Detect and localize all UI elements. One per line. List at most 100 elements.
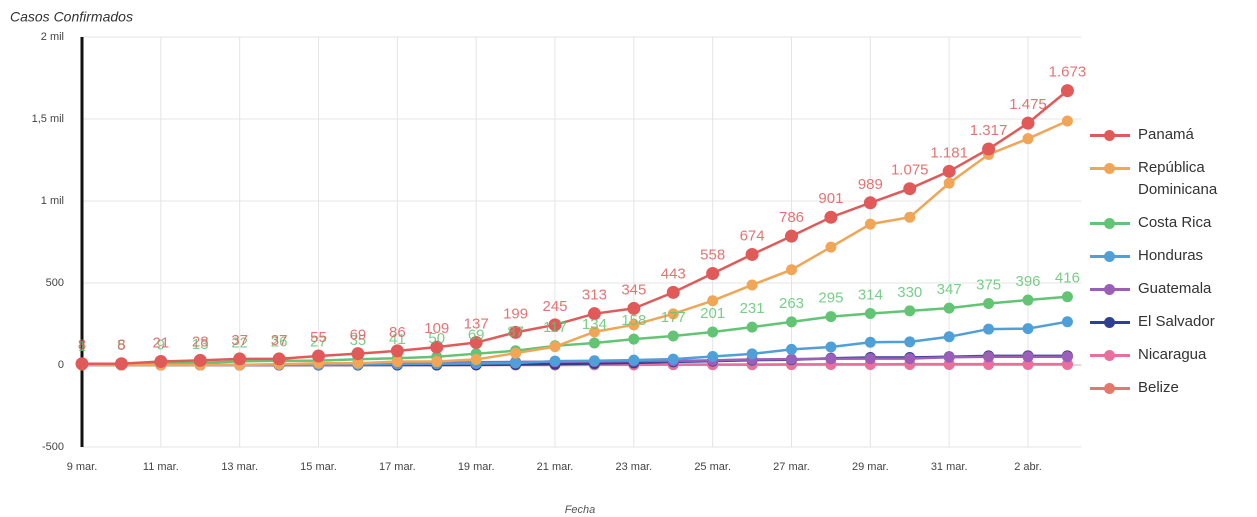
x-axis-label: Fecha bbox=[565, 504, 596, 516]
data-point bbox=[983, 298, 995, 309]
legend-label: República Dominicana bbox=[1138, 159, 1218, 198]
x-tick-label: 15 mar. bbox=[300, 461, 337, 473]
data-label: 35 bbox=[350, 332, 367, 349]
data-label: 443 bbox=[661, 265, 686, 282]
data-point bbox=[786, 316, 797, 328]
data-label: 28 bbox=[192, 333, 209, 350]
data-label: 21 bbox=[152, 335, 169, 352]
data-label: 1.475 bbox=[1009, 96, 1047, 113]
data-label: 313 bbox=[582, 287, 607, 304]
legend-label: El Salvador bbox=[1138, 313, 1215, 330]
x-tick-label: 13 mar. bbox=[221, 461, 258, 473]
data-point bbox=[903, 182, 917, 196]
legend-marker bbox=[1104, 317, 1115, 328]
series-layer: 1 5 9 13 22 26 27 35 41 50 69 87 117 134 158 177 201 231 2… bbox=[75, 64, 1087, 371]
legend-swatch bbox=[1090, 284, 1130, 295]
data-point bbox=[667, 353, 679, 365]
data-point bbox=[193, 353, 207, 367]
data-point bbox=[824, 210, 838, 224]
data-point bbox=[1061, 351, 1073, 363]
data-label: 37 bbox=[231, 332, 248, 349]
data-label: 55 bbox=[310, 329, 327, 346]
series-line bbox=[82, 119, 1068, 367]
x-tick-label: 19 mar. bbox=[458, 461, 495, 473]
data-point bbox=[667, 308, 679, 320]
y-tick-label: 2 mil bbox=[41, 31, 64, 43]
data-label: 347 bbox=[937, 281, 962, 298]
data-label: 1.673 bbox=[1049, 64, 1087, 81]
data-point bbox=[1022, 133, 1034, 145]
data-label: 345 bbox=[621, 281, 646, 298]
data-label: 295 bbox=[818, 290, 843, 307]
legend-item: Panamá bbox=[1090, 124, 1250, 146]
data-point bbox=[825, 341, 837, 353]
data-point bbox=[864, 218, 876, 230]
data-point bbox=[431, 356, 443, 368]
legend-label: Guatemala bbox=[1138, 280, 1212, 297]
data-label: 1 bbox=[78, 338, 86, 355]
legend-item: Nicaragua bbox=[1090, 344, 1250, 366]
data-label: 245 bbox=[542, 298, 567, 315]
y-tick-label: 0 bbox=[58, 359, 64, 371]
data-point bbox=[943, 331, 955, 343]
legend-label: Costa Rica bbox=[1138, 214, 1212, 231]
data-label: 137 bbox=[464, 316, 489, 333]
data-point bbox=[786, 343, 797, 355]
data-label: 117 bbox=[543, 319, 567, 336]
legend-marker bbox=[1104, 163, 1115, 174]
legend: Panamá República Dominicana Costa Rica Hond… bbox=[1090, 124, 1250, 410]
data-point bbox=[785, 229, 798, 243]
data-point bbox=[588, 355, 600, 367]
x-tick-label: 27 mar. bbox=[773, 461, 810, 473]
data-label: 786 bbox=[779, 209, 804, 226]
data-point bbox=[352, 357, 364, 369]
data-label: 416 bbox=[1055, 270, 1080, 287]
data-point bbox=[430, 340, 444, 354]
data-point bbox=[982, 142, 996, 156]
y-tick-label: 500 bbox=[46, 277, 64, 289]
data-point bbox=[746, 279, 758, 291]
data-point bbox=[943, 351, 955, 363]
data-point bbox=[942, 164, 956, 178]
x-tick-label: 29 mar. bbox=[852, 461, 889, 473]
data-label: 22 bbox=[231, 334, 248, 351]
data-point bbox=[351, 347, 365, 361]
data-point bbox=[1022, 351, 1034, 363]
data-point bbox=[628, 333, 640, 345]
data-label: 8 bbox=[78, 337, 86, 354]
data-label: 109 bbox=[424, 320, 449, 337]
data-point bbox=[510, 357, 522, 369]
y-tick-label: -500 bbox=[42, 441, 64, 453]
data-label: 13 bbox=[192, 336, 209, 353]
x-tick-label: 31 mar. bbox=[931, 461, 968, 473]
data-point bbox=[904, 211, 916, 223]
legend-marker bbox=[1104, 130, 1115, 141]
data-point bbox=[1061, 291, 1073, 303]
data-point bbox=[666, 285, 680, 299]
data-label: 330 bbox=[897, 284, 922, 301]
legend-item: Honduras bbox=[1090, 245, 1250, 267]
data-point bbox=[627, 301, 641, 315]
data-point bbox=[825, 241, 837, 253]
data-label: 69 bbox=[468, 327, 485, 344]
data-point bbox=[904, 353, 916, 365]
data-point bbox=[707, 295, 719, 307]
data-point bbox=[904, 336, 916, 348]
data-point bbox=[469, 336, 483, 350]
data-point bbox=[707, 350, 719, 362]
chart-title: Casos Confirmados bbox=[10, 9, 133, 25]
data-point bbox=[1022, 294, 1034, 306]
data-label: 1.317 bbox=[970, 122, 1008, 139]
data-label: 158 bbox=[621, 312, 646, 329]
x-tick-label: 23 mar. bbox=[615, 461, 652, 473]
x-tick-label: 17 mar. bbox=[379, 461, 416, 473]
legend-label: Belize bbox=[1138, 379, 1179, 396]
data-label: 41 bbox=[389, 331, 406, 348]
data-label: 9 bbox=[157, 336, 165, 353]
data-point bbox=[549, 341, 561, 353]
data-point bbox=[707, 326, 719, 338]
data-point bbox=[470, 353, 482, 365]
legend-item: El Salvador bbox=[1090, 311, 1250, 333]
